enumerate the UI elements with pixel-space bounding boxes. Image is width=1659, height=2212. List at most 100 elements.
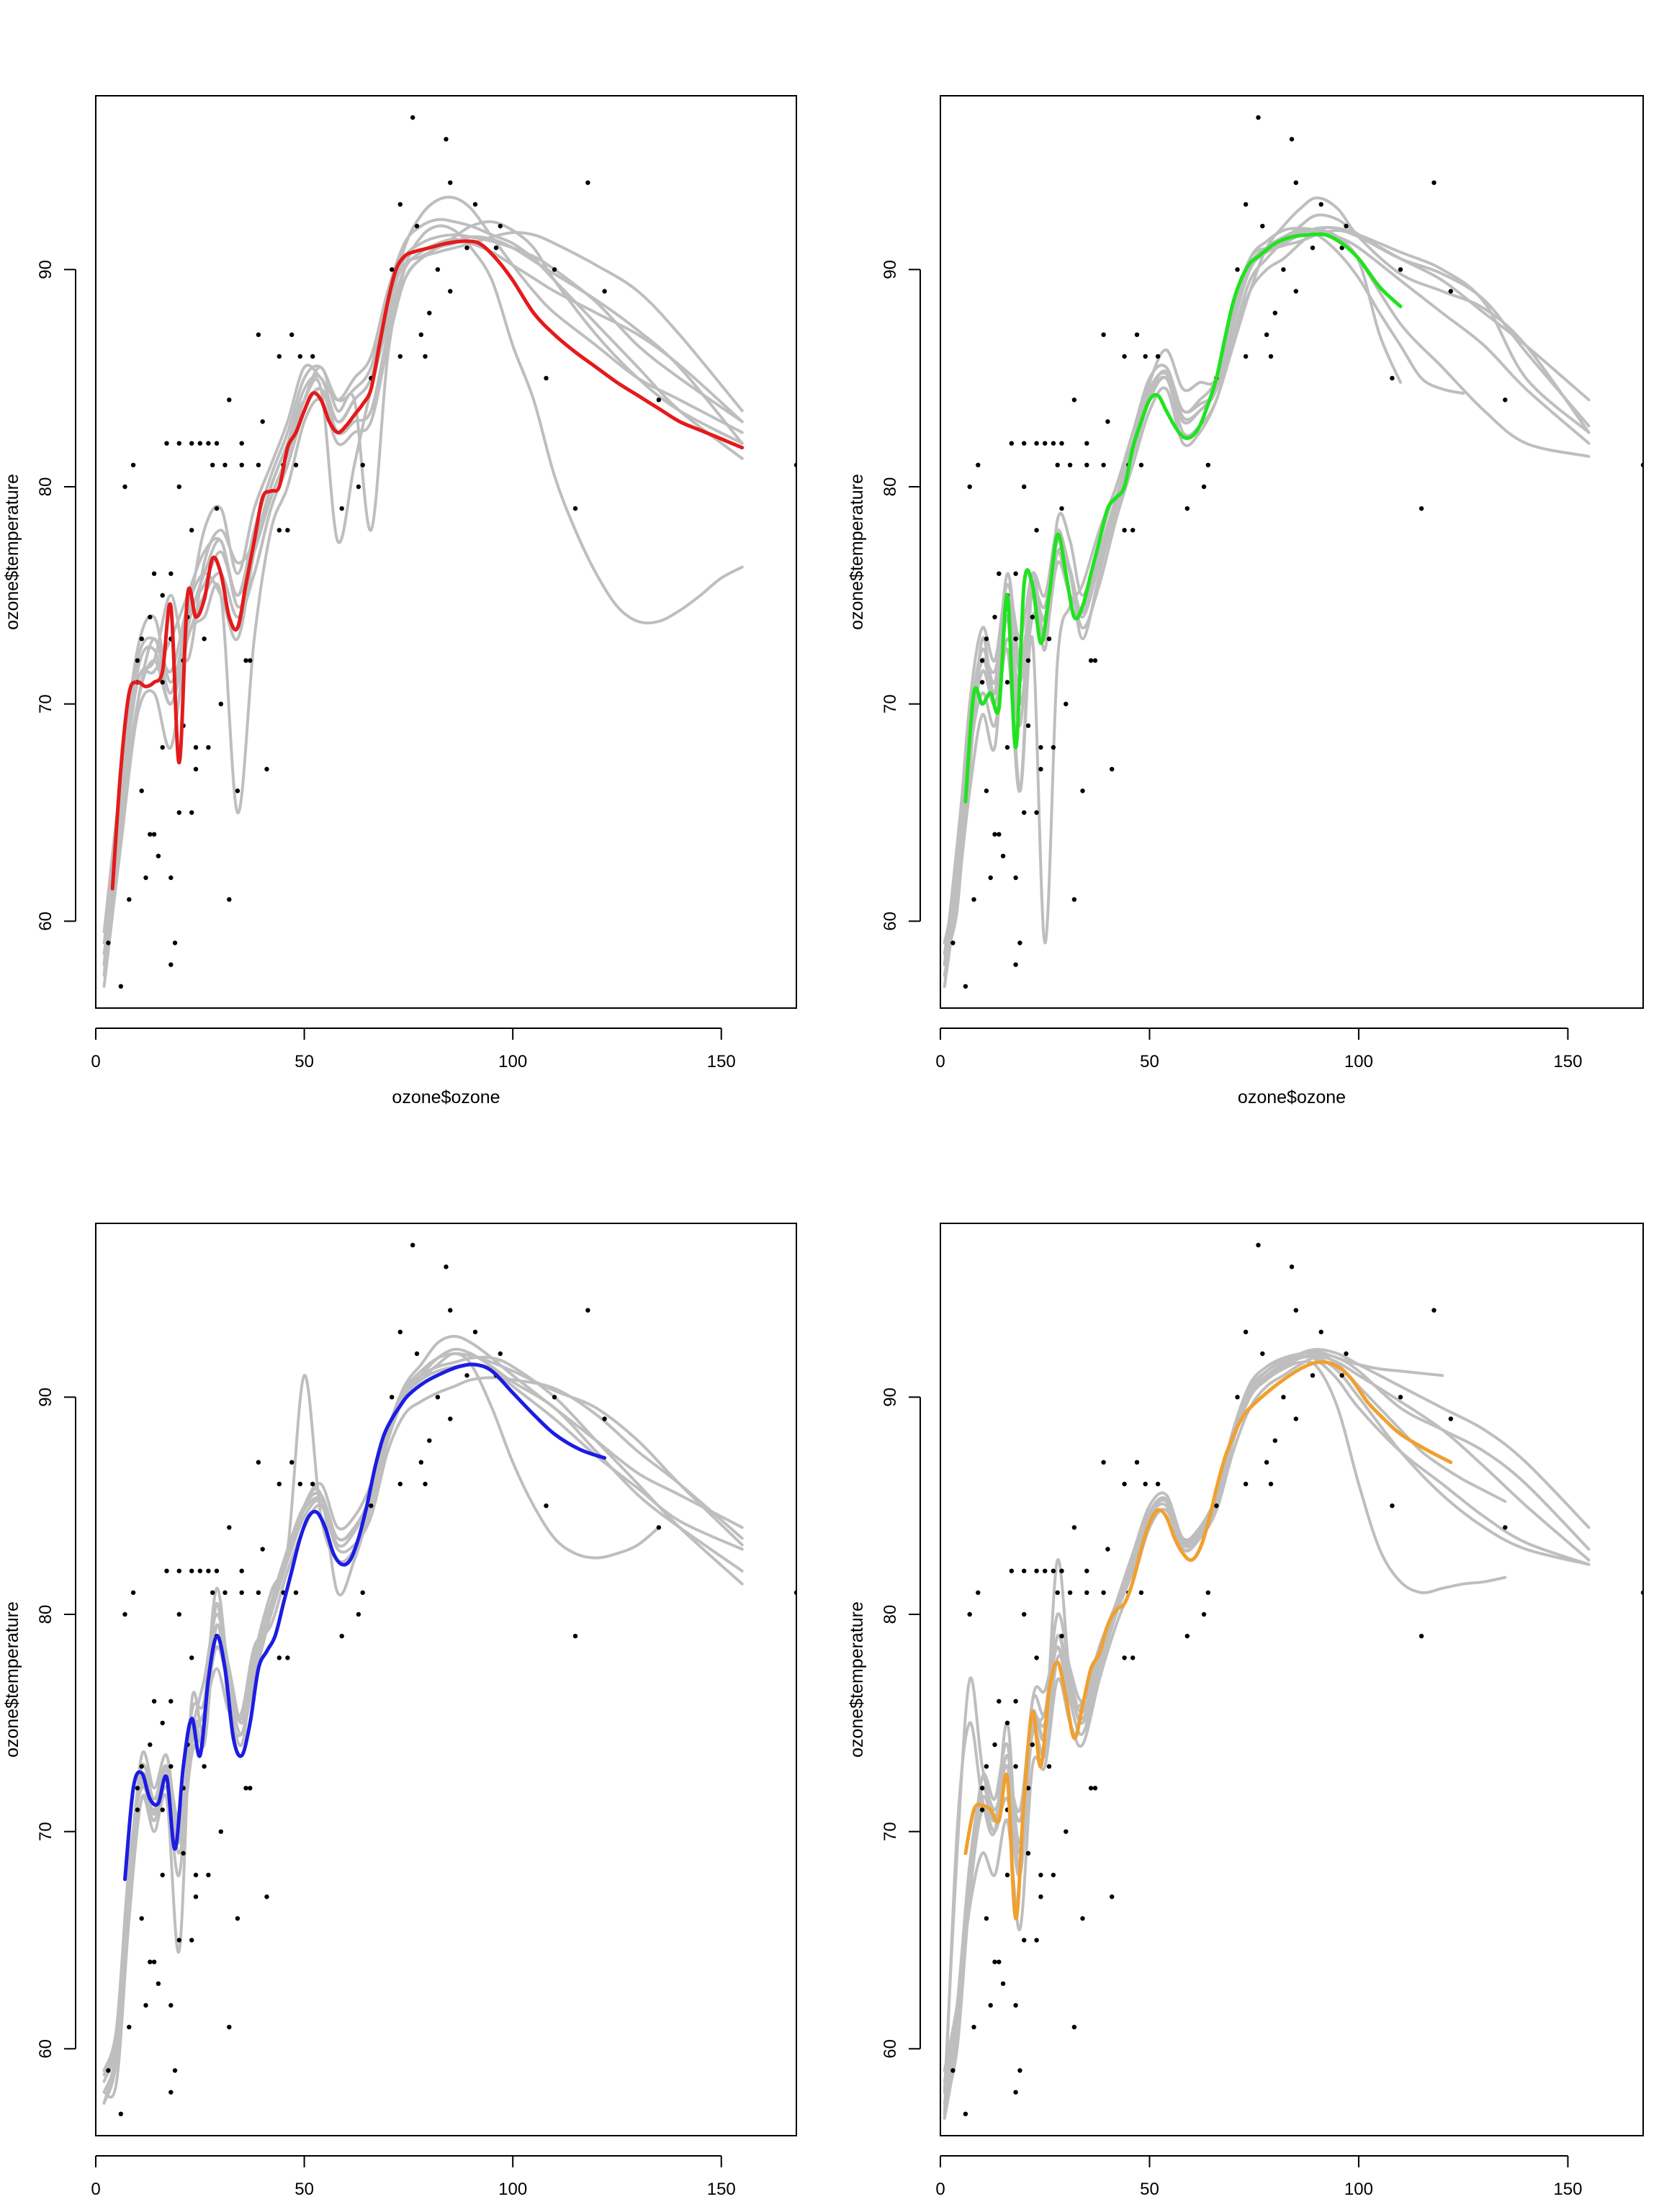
data-point [544, 376, 549, 381]
y-axis-label: ozone$temperature [2, 1601, 22, 1758]
data-point [235, 1916, 240, 1921]
data-point [235, 788, 240, 793]
data-point [160, 745, 165, 750]
data-point [1013, 875, 1018, 881]
data-point [498, 1351, 503, 1357]
data-point [1289, 1264, 1295, 1269]
data-point [984, 1764, 989, 1769]
data-point [410, 115, 415, 120]
data-point [963, 2111, 968, 2116]
data-point [1201, 484, 1207, 490]
data-point [1013, 637, 1018, 642]
data-point [1105, 1547, 1110, 1552]
data-point [435, 1395, 441, 1400]
x-axis-label: ozone$ozone [1238, 1087, 1346, 1107]
data-point [151, 832, 157, 837]
data-point [1110, 767, 1115, 772]
data-point [139, 1916, 144, 1921]
data-point [1051, 745, 1056, 750]
data-point [997, 832, 1002, 837]
data-point [197, 1568, 202, 1573]
data-point [168, 875, 174, 881]
data-point [1448, 1416, 1454, 1421]
data-point [1640, 462, 1643, 467]
y-axis: 60 70 80 90 ozone$temperature [847, 1388, 921, 2059]
data-point [1110, 1894, 1115, 1899]
data-point [976, 462, 981, 467]
data-point [1205, 462, 1211, 467]
data-point [1101, 332, 1106, 337]
y-tick-label: 60 [36, 912, 55, 931]
data-point [1122, 528, 1127, 533]
data-point [414, 223, 420, 229]
data-point [1013, 1764, 1018, 1769]
data-point [414, 1351, 420, 1357]
data-point [360, 462, 365, 467]
data-point [289, 1460, 295, 1465]
data-point [997, 1959, 1002, 1964]
data-point [1004, 680, 1010, 685]
data-point [256, 462, 261, 467]
data-point [427, 1438, 432, 1443]
data-point [256, 1460, 261, 1465]
y-tick-label: 70 [36, 694, 55, 714]
data-point [1448, 289, 1454, 294]
data-point [1272, 1438, 1278, 1443]
data-point [222, 462, 228, 467]
data-point [427, 310, 432, 315]
fit-curve [110, 239, 745, 891]
data-point [1390, 1503, 1395, 1509]
data-point [1155, 1481, 1161, 1487]
data-point [193, 767, 199, 772]
data-point [148, 1742, 153, 1748]
y-tick-label: 60 [36, 2039, 55, 2059]
data-point [1034, 1655, 1039, 1660]
data-point [992, 1959, 997, 1964]
data-point [967, 484, 972, 490]
data-point [176, 810, 181, 815]
data-point [168, 2002, 174, 2008]
x-tick-label: 150 [1553, 1052, 1582, 1071]
data-point [106, 2068, 111, 2073]
data-point [1084, 462, 1089, 467]
data-point [1310, 246, 1316, 251]
data-point [130, 1590, 136, 1595]
data-point [1043, 1568, 1048, 1573]
data-point [418, 332, 423, 337]
data-point [444, 1264, 449, 1269]
data-point [127, 2025, 132, 2030]
data-point [239, 441, 244, 446]
data-point [193, 745, 199, 750]
data-point [264, 1894, 269, 1899]
data-point [210, 462, 215, 467]
x-axis: 0 50 100 150 ozone$ozone [91, 1028, 736, 1107]
data-point [118, 2111, 123, 2116]
data-point [214, 441, 220, 446]
data-point [1339, 1373, 1344, 1378]
x-tick-label: 100 [1344, 2180, 1373, 2199]
data-point [1034, 528, 1039, 533]
chart-panel-top-left: 0 50 100 150 ozone$ozone 60 70 80 90 ozone$temper… [2, 95, 797, 1107]
data-point [151, 1959, 157, 1964]
data-point [135, 1807, 140, 1812]
data-point [1398, 1395, 1403, 1400]
data-point [127, 897, 132, 902]
x-tick-label: 50 [1140, 2180, 1159, 2199]
data-point [979, 658, 985, 663]
data-point [1184, 506, 1190, 511]
x-tick-label: 0 [935, 2180, 945, 2199]
data-point [1088, 1786, 1094, 1791]
data-point [297, 1481, 302, 1487]
data-point [168, 962, 174, 967]
data-point [1088, 658, 1094, 663]
data-point [1503, 397, 1508, 403]
data-point [1130, 1655, 1136, 1660]
fit-curve [963, 232, 1403, 804]
data-point [1344, 223, 1349, 229]
data-point [472, 1329, 478, 1335]
data-point [448, 289, 453, 294]
data-point [293, 1590, 299, 1595]
data-point [1431, 180, 1437, 185]
data-point [1339, 246, 1344, 251]
data-point [793, 462, 796, 467]
